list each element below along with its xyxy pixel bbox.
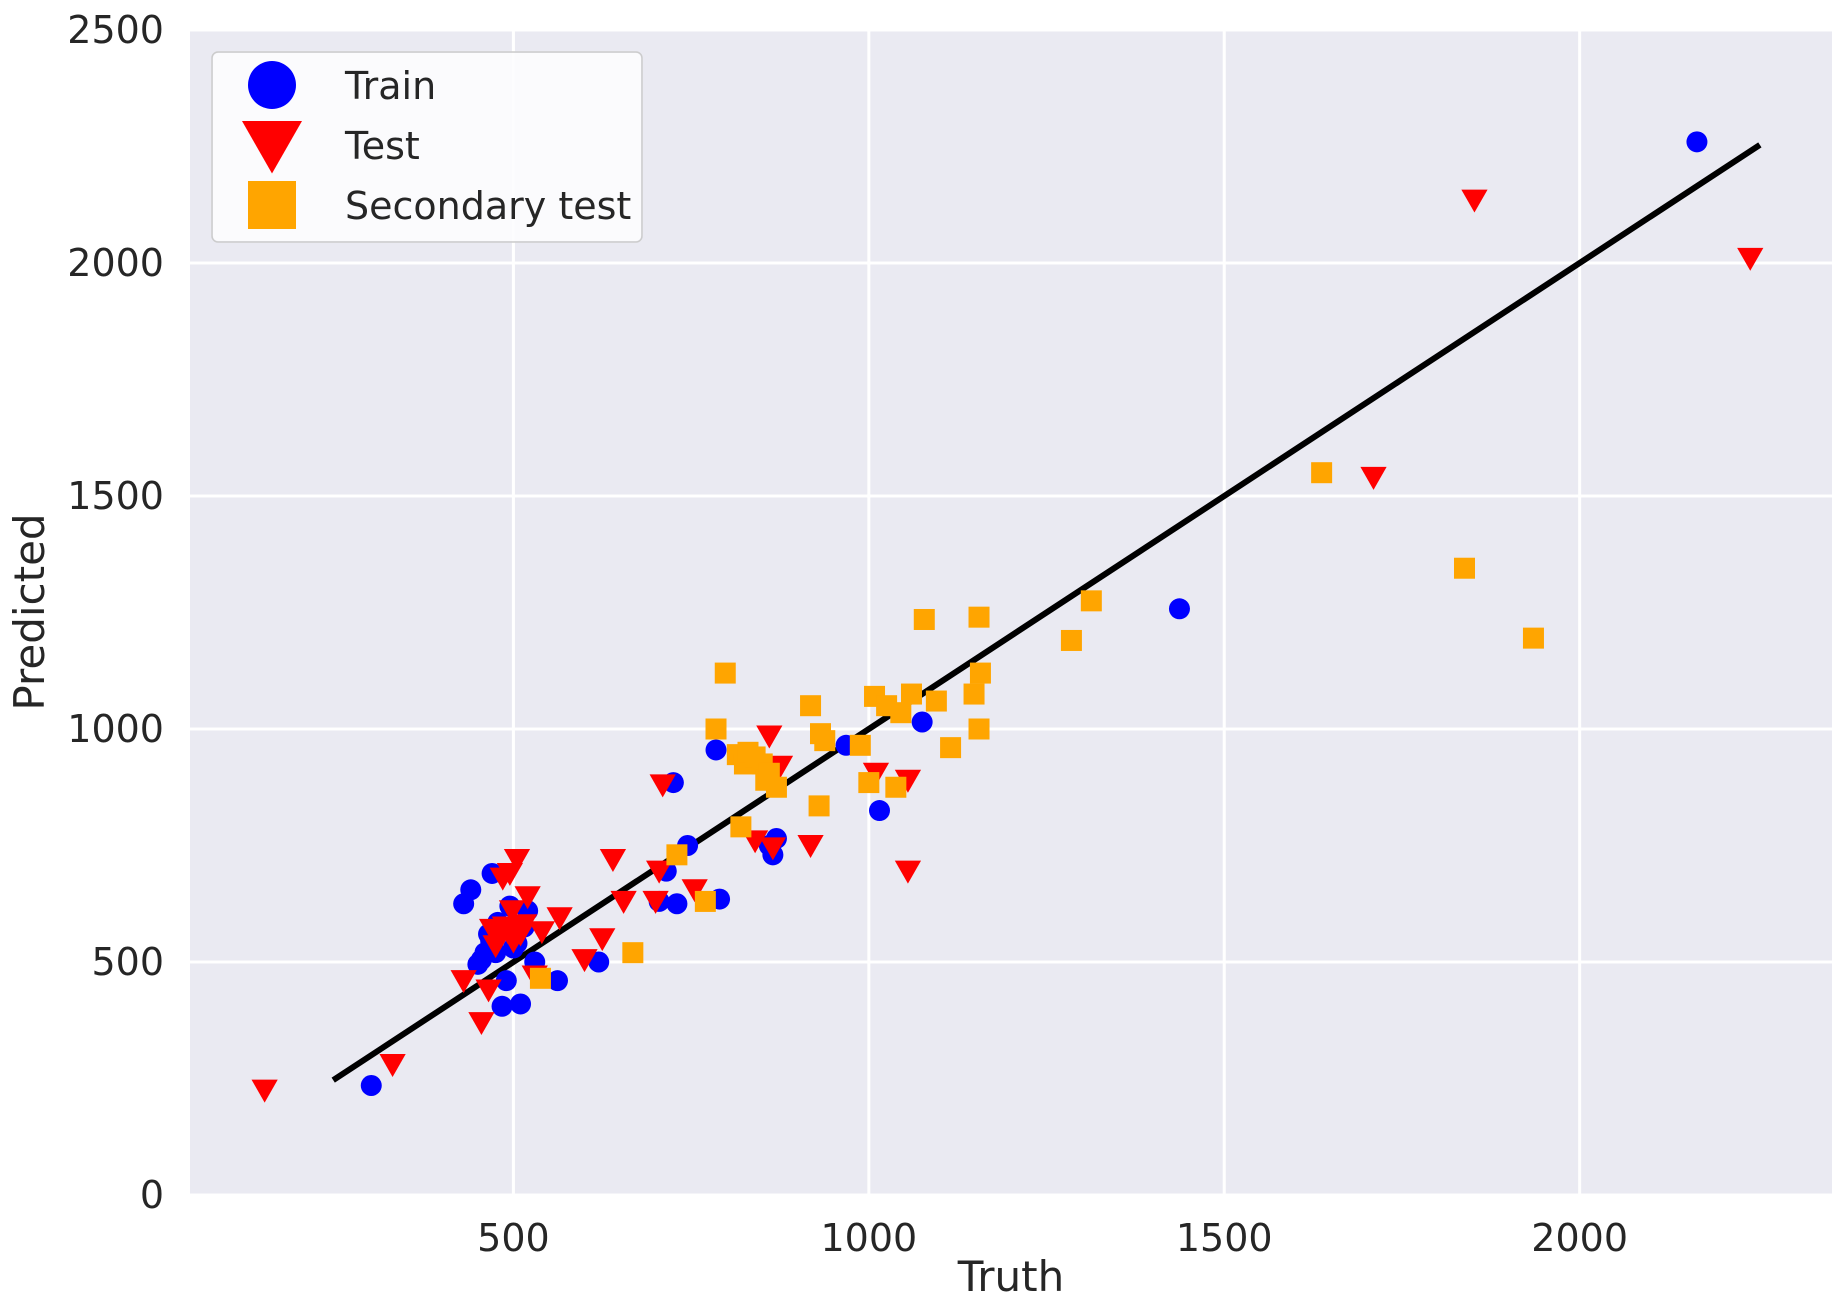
test-point bbox=[546, 907, 573, 931]
secondary-test-point bbox=[705, 718, 727, 740]
legend: Train Test Secondary test bbox=[211, 51, 643, 243]
train-point bbox=[360, 1074, 382, 1096]
test-point bbox=[379, 1054, 406, 1077]
test-point bbox=[766, 755, 794, 779]
test-point bbox=[468, 1012, 495, 1036]
test-point bbox=[1737, 247, 1764, 271]
test-point bbox=[1461, 189, 1488, 213]
train-point bbox=[911, 711, 933, 733]
secondary-test-point bbox=[1311, 462, 1333, 484]
secondary-test-point bbox=[925, 690, 947, 712]
legend-label: Test bbox=[344, 124, 420, 168]
test-point bbox=[510, 914, 538, 938]
secondary-test-point bbox=[800, 695, 822, 717]
y-tick-label: 2000 bbox=[67, 241, 164, 285]
legend-label: Train bbox=[344, 64, 436, 108]
train-point bbox=[1686, 131, 1708, 153]
test-point bbox=[797, 835, 824, 858]
secondary-test-point bbox=[622, 942, 644, 964]
grid-lines bbox=[190, 28, 1832, 1197]
secondary-test-point bbox=[885, 776, 907, 798]
secondary-test-point bbox=[814, 730, 836, 752]
test-point bbox=[642, 890, 669, 914]
y-tick-label: 1500 bbox=[67, 474, 164, 518]
train-point bbox=[495, 970, 517, 992]
train-point bbox=[510, 993, 532, 1015]
x-tick-label: 1000 bbox=[820, 1216, 917, 1260]
secondary-test-point bbox=[963, 683, 985, 705]
secondary-test-point bbox=[714, 662, 736, 684]
secondary-test-point bbox=[1080, 590, 1102, 612]
train-point bbox=[588, 951, 610, 973]
secondary-test-point bbox=[529, 967, 551, 989]
reference-line-layer bbox=[331, 142, 1762, 1083]
train-point bbox=[1168, 598, 1190, 620]
x-tick-labels: 500 1000 1500 2000 bbox=[477, 1216, 1628, 1260]
legend-fill bbox=[213, 53, 641, 241]
x-tick-label: 500 bbox=[477, 1216, 550, 1260]
legend-label: Secondary test bbox=[345, 184, 631, 228]
legend-items: Train Test Secondary test bbox=[242, 61, 631, 229]
test-point bbox=[450, 970, 477, 994]
secondary-test-point bbox=[890, 702, 912, 724]
test-point bbox=[646, 860, 673, 884]
test-point bbox=[681, 879, 708, 903]
secondary-test-point bbox=[765, 776, 787, 798]
test-point bbox=[649, 774, 676, 798]
test-point bbox=[894, 769, 922, 793]
train-point bbox=[666, 893, 688, 915]
x-axis-label: Truth bbox=[957, 1252, 1064, 1301]
x-tick-label: 2000 bbox=[1531, 1216, 1628, 1260]
secondary-test-point bbox=[858, 772, 880, 794]
reference-line bbox=[331, 142, 1762, 1083]
y-tick-label: 500 bbox=[91, 940, 164, 984]
train-point bbox=[460, 879, 482, 901]
y-tick-labels: 0 500 1000 1500 2000 2500 bbox=[67, 8, 164, 1217]
test-point bbox=[251, 1079, 278, 1103]
legend-marker-test bbox=[242, 121, 302, 174]
train-point bbox=[868, 800, 890, 822]
legend-marker-secondary-test bbox=[248, 181, 296, 229]
test-point bbox=[498, 900, 526, 924]
secondary-test-point bbox=[849, 734, 871, 756]
y-axis-label: Predicted bbox=[5, 513, 54, 710]
test-point bbox=[475, 979, 502, 1003]
test-point bbox=[503, 848, 531, 872]
test-point bbox=[514, 886, 541, 910]
y-tick-label: 2500 bbox=[67, 8, 164, 52]
secondary-test-point bbox=[1454, 557, 1476, 579]
test-point bbox=[589, 928, 616, 952]
secondary-test-point bbox=[940, 737, 962, 759]
secondary-test-point bbox=[666, 844, 688, 866]
y-tick-label: 1000 bbox=[67, 707, 164, 751]
test-point bbox=[571, 949, 598, 973]
test-point bbox=[599, 848, 627, 872]
test-point bbox=[528, 921, 555, 945]
secondary-test-point bbox=[969, 662, 991, 684]
secondary-test-point bbox=[1060, 629, 1082, 651]
x-tick-label: 1500 bbox=[1176, 1216, 1273, 1260]
secondary-test-point bbox=[694, 890, 716, 912]
train-point bbox=[491, 995, 513, 1017]
secondary-test-point bbox=[808, 795, 830, 817]
test-point bbox=[756, 725, 783, 749]
train-point bbox=[546, 970, 568, 992]
data-points bbox=[251, 131, 1764, 1103]
test-point bbox=[610, 890, 637, 914]
train-point bbox=[705, 739, 727, 761]
secondary-test-point bbox=[913, 608, 935, 630]
test-point bbox=[1360, 466, 1387, 490]
test-point bbox=[894, 860, 922, 884]
secondary-test-point bbox=[968, 718, 990, 740]
secondary-test-point bbox=[968, 606, 990, 628]
secondary-test-point bbox=[730, 816, 752, 838]
legend-marker-train bbox=[248, 61, 296, 109]
test-point bbox=[759, 837, 786, 861]
secondary-test-point bbox=[1522, 627, 1544, 649]
y-tick-label: 0 bbox=[140, 1173, 164, 1217]
secondary-test-point bbox=[900, 683, 922, 705]
